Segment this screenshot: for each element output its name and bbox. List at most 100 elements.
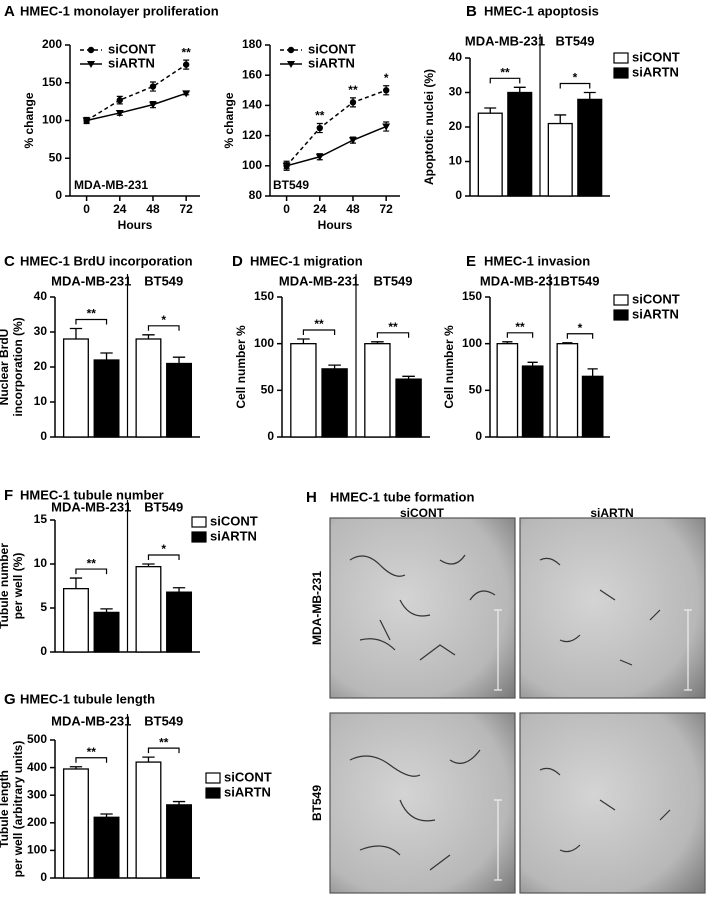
- significance: **: [315, 109, 325, 123]
- significance-bracket: [376, 332, 410, 338]
- column-label: siARTN: [590, 506, 633, 520]
- point: [149, 83, 157, 90]
- bar: [62, 338, 89, 438]
- significance-bracket: [559, 82, 591, 89]
- y-tick-label: 20: [34, 359, 48, 373]
- bar: [93, 359, 120, 438]
- bar: [577, 98, 603, 197]
- significance-bracket: [75, 757, 108, 763]
- y-axis-label: per well (arbitrary units): [11, 741, 25, 878]
- panel-title: HMEC-1 tubule number: [20, 487, 164, 502]
- legend-swatch: [613, 67, 629, 79]
- error-bar: [172, 356, 186, 364]
- y-tick-label: 200: [27, 815, 47, 829]
- bar: [521, 365, 544, 438]
- y-axis-label: Cell number %: [442, 325, 456, 409]
- point: [382, 87, 390, 94]
- panel-title: HMEC-1 tubule length: [20, 691, 155, 706]
- x-tick-label: 48: [346, 202, 360, 216]
- point: [87, 46, 95, 54]
- y-tick-label: 100: [254, 336, 274, 350]
- significance-bracket: [147, 554, 180, 560]
- y-tick-label: 100: [242, 158, 262, 172]
- significance: **: [87, 307, 97, 321]
- scale-bar: [494, 609, 692, 881]
- y-tick-label: 0: [40, 644, 47, 658]
- legend-label: siCONT: [108, 41, 156, 56]
- error-bar: [142, 334, 155, 339]
- legend-swatch: [613, 309, 629, 321]
- panel-letter: B: [466, 3, 477, 20]
- panel-title: HMEC-1 tube formation: [330, 489, 475, 504]
- legend-label: siARTN: [308, 55, 355, 70]
- y-tick-label: 30: [34, 324, 48, 338]
- point: [115, 109, 124, 117]
- y-tick-label: 30: [449, 85, 463, 99]
- panel-title: HMEC-1 monolayer proliferation: [20, 3, 219, 18]
- significance-bracket: [147, 747, 180, 754]
- bar: [166, 804, 193, 879]
- legend-swatch: [191, 531, 207, 543]
- point: [116, 96, 123, 104]
- column-label: siCONT: [400, 506, 445, 520]
- group-label: BT549: [144, 499, 183, 514]
- panel-title: HMEC-1 migration: [250, 253, 363, 268]
- legend-label: siCONT: [224, 769, 272, 784]
- bar: [556, 343, 579, 438]
- line: [86, 92, 187, 122]
- row-label: BT549: [310, 785, 324, 821]
- legend-label: siCONT: [308, 41, 356, 56]
- y-tick-label: 10: [34, 556, 48, 570]
- line: [86, 64, 187, 122]
- point: [148, 101, 157, 109]
- y-tick-label: 50: [49, 150, 63, 164]
- error-bar: [69, 327, 83, 339]
- x-axis-label: Hours: [318, 218, 353, 232]
- legend-swatch: [205, 787, 221, 799]
- y-tick-label: 200: [42, 37, 62, 51]
- y-tick-label: 300: [27, 787, 47, 801]
- point: [82, 117, 91, 125]
- significance: *: [578, 321, 583, 335]
- x-tick-label: 48: [146, 202, 160, 216]
- y-tick-label: 40: [449, 50, 463, 64]
- y-tick-label: 400: [27, 760, 47, 774]
- error-bar: [100, 352, 113, 360]
- bar: [93, 816, 120, 879]
- y-tick-label: 100: [462, 336, 482, 350]
- tube: [539, 557, 661, 666]
- significance-bracket: [489, 77, 521, 84]
- significance: *: [384, 71, 389, 85]
- y-axis-label: Nuclear BrdU: [0, 329, 11, 406]
- y-tick-label: 50: [261, 383, 275, 397]
- bar: [581, 375, 604, 438]
- y-tick-label: 0: [55, 188, 62, 202]
- significance-bracket: [302, 329, 336, 335]
- legend-label: siARTN: [632, 306, 679, 321]
- panel-letter: A: [4, 3, 15, 20]
- group-label: BT549: [144, 273, 183, 288]
- bar: [135, 565, 162, 653]
- bar: [135, 338, 162, 438]
- significance-bracket: [506, 332, 534, 338]
- error-bar: [172, 587, 186, 593]
- significance-bracket: [147, 325, 180, 331]
- y-axis-label: % change: [222, 92, 236, 148]
- bar: [166, 591, 193, 653]
- bar: [547, 122, 573, 197]
- y-tick-label: 15: [34, 512, 48, 526]
- significance: **: [348, 83, 358, 97]
- point: [287, 46, 295, 54]
- y-tick-label: 500: [27, 732, 47, 746]
- group-label: MDA-MB-231: [480, 273, 560, 288]
- group-label: BT549: [560, 273, 599, 288]
- bar: [395, 378, 422, 438]
- group-label: BT549: [144, 713, 183, 728]
- error-bar: [583, 91, 596, 100]
- significance: **: [181, 45, 191, 59]
- bar: [507, 91, 533, 197]
- bar: [93, 611, 120, 653]
- legend-label: siARTN: [108, 55, 155, 70]
- group-label: MDA-MB-231: [51, 273, 131, 288]
- micrograph: [329, 517, 516, 699]
